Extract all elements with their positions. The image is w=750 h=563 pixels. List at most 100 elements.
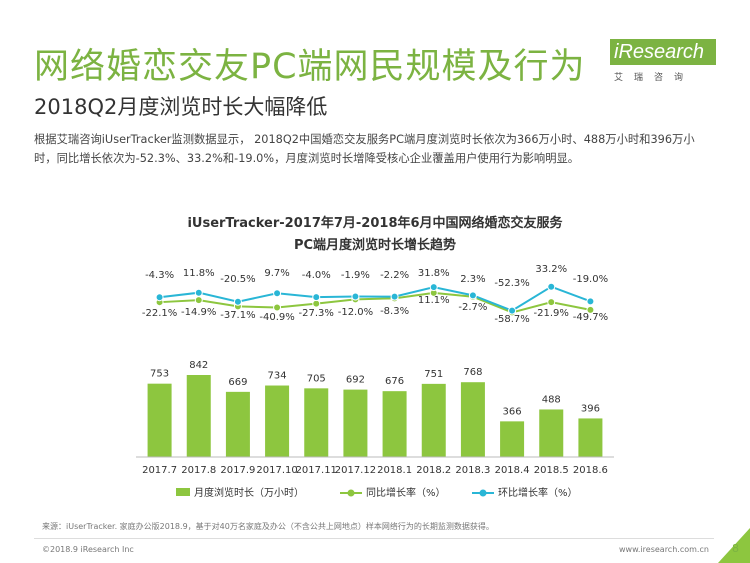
x-tick-label: 2017.9 — [220, 465, 255, 476]
mom-point — [312, 293, 321, 302]
legend-bar-label: 月度浏览时长（万小时） — [194, 486, 304, 499]
x-tick-label: 2018.2 — [416, 465, 451, 476]
mom-label: 31.8% — [418, 268, 450, 279]
yoy-label: -2.7% — [458, 302, 487, 313]
mom-label: -20.5% — [220, 274, 255, 285]
x-tick-label: 2017.12 — [335, 465, 376, 476]
mom-label: -1.9% — [341, 270, 370, 281]
bar — [382, 391, 407, 457]
yoy-point — [312, 299, 321, 308]
yoy-point — [194, 296, 203, 305]
mom-point — [508, 306, 517, 315]
mom-point — [586, 297, 595, 306]
yoy-label: -37.1% — [220, 310, 255, 321]
yoy-label: -49.7% — [573, 312, 608, 323]
x-tick-label: 2017.8 — [181, 465, 216, 476]
mom-label: 11.8% — [183, 268, 215, 279]
bar-value-label: 734 — [268, 371, 287, 382]
bar-value-label: 366 — [503, 406, 522, 417]
x-tick-label: 2017.7 — [142, 465, 177, 476]
bar-value-label: 488 — [542, 394, 561, 405]
x-tick-label: 2018.5 — [534, 465, 569, 476]
x-tick-label: 2017.10 — [256, 465, 297, 476]
mom-point — [351, 292, 360, 301]
copyright-text: ©2018.9 iResearch Inc — [42, 545, 134, 554]
yoy-label: -58.7% — [494, 314, 529, 325]
source-note: 来源：iUserTracker. 家庭办公版2018.9，基于对40万名家庭及办… — [42, 522, 494, 531]
x-tick-label: 2018.6 — [573, 465, 608, 476]
yoy-label: -8.3% — [380, 306, 409, 317]
bar — [343, 389, 368, 457]
mom-label: -19.0% — [573, 274, 608, 285]
bar-value-label: 676 — [385, 376, 404, 387]
yoy-label: -12.0% — [338, 307, 373, 318]
bar — [304, 388, 329, 457]
yoy-point — [273, 303, 282, 312]
x-tick-label: 2018.3 — [455, 465, 490, 476]
corner-decoration — [718, 528, 750, 563]
mom-point — [273, 289, 282, 298]
yoy-label: -21.9% — [534, 308, 569, 319]
bar-value-label: 751 — [424, 369, 443, 380]
mom-point — [390, 292, 399, 301]
mom-point — [155, 293, 164, 302]
logo-brand: iResearch — [610, 39, 716, 65]
legend-mom-label: 环比增长率（%） — [498, 486, 578, 499]
bar — [578, 418, 603, 457]
bar — [421, 383, 446, 457]
bar — [186, 375, 211, 457]
x-tick-label: 2017.11 — [296, 465, 337, 476]
page-number: 8 — [732, 542, 739, 555]
yoy-line — [159, 291, 591, 314]
yoy-label: -22.1% — [142, 308, 177, 319]
mom-point — [429, 283, 438, 292]
mom-point — [547, 282, 556, 291]
bar-value-label: 705 — [307, 373, 326, 384]
description-text: 根据艾瑞咨询iUserTracker监测数据显示， 2018Q2中国婚恋交友服务… — [34, 133, 695, 165]
bar-value-label: 692 — [346, 375, 365, 386]
legend-yoy-label: 同比增长率（%） — [366, 486, 446, 499]
mom-line — [159, 285, 591, 312]
bar-value-label: 396 — [581, 403, 600, 414]
mom-label: 2.3% — [460, 274, 485, 285]
footer-divider — [34, 538, 714, 539]
website-link[interactable]: www.iresearch.com.cn — [619, 545, 709, 554]
mom-label: -4.0% — [302, 270, 331, 281]
bar — [265, 385, 290, 457]
mom-label: 9.7% — [264, 268, 289, 279]
bar — [460, 382, 485, 457]
legend-bar-swatch — [176, 488, 190, 496]
x-tick-label: 2018.1 — [377, 465, 412, 476]
mom-label: -4.3% — [145, 270, 174, 281]
bar — [500, 421, 525, 457]
chart-title-line1: iUserTracker-2017年7月-2018年6月中国网络婚恋交友服务 — [187, 216, 563, 231]
bar — [539, 409, 564, 457]
yoy-label: -27.3% — [299, 308, 334, 319]
yoy-label: -40.9% — [259, 312, 294, 323]
bar — [225, 391, 250, 457]
chart-title-line2: PC端月度浏览时长增长趋势 — [293, 238, 457, 253]
x-tick-label: 2018.4 — [495, 465, 530, 476]
mom-label: -2.2% — [380, 270, 409, 281]
bar-value-label: 842 — [189, 360, 208, 371]
iresearch-logo: iResearch 艾瑞咨询 — [610, 39, 720, 87]
page-title: 网络婚恋交友PC端网民规模及行为 — [34, 47, 586, 87]
mom-label: -52.3% — [494, 278, 529, 289]
page-subtitle: 2018Q2月度浏览时长大幅降低 — [34, 95, 328, 119]
mom-point — [233, 297, 242, 306]
legend-yoy-marker — [347, 489, 355, 497]
bar — [147, 383, 172, 457]
yoy-label: 11.1% — [418, 295, 450, 306]
bar-value-label: 669 — [228, 377, 247, 388]
yoy-point — [547, 298, 556, 307]
logo-subtitle: 艾瑞咨询 — [614, 73, 695, 83]
mom-point — [194, 288, 203, 297]
bar-value-label: 768 — [463, 367, 482, 378]
yoy-point — [586, 305, 595, 314]
legend-mom-marker — [479, 489, 487, 497]
mom-label: 33.2% — [535, 264, 567, 275]
mom-point — [468, 291, 477, 300]
yoy-label: -14.9% — [181, 307, 216, 318]
bar-value-label: 753 — [150, 369, 169, 380]
